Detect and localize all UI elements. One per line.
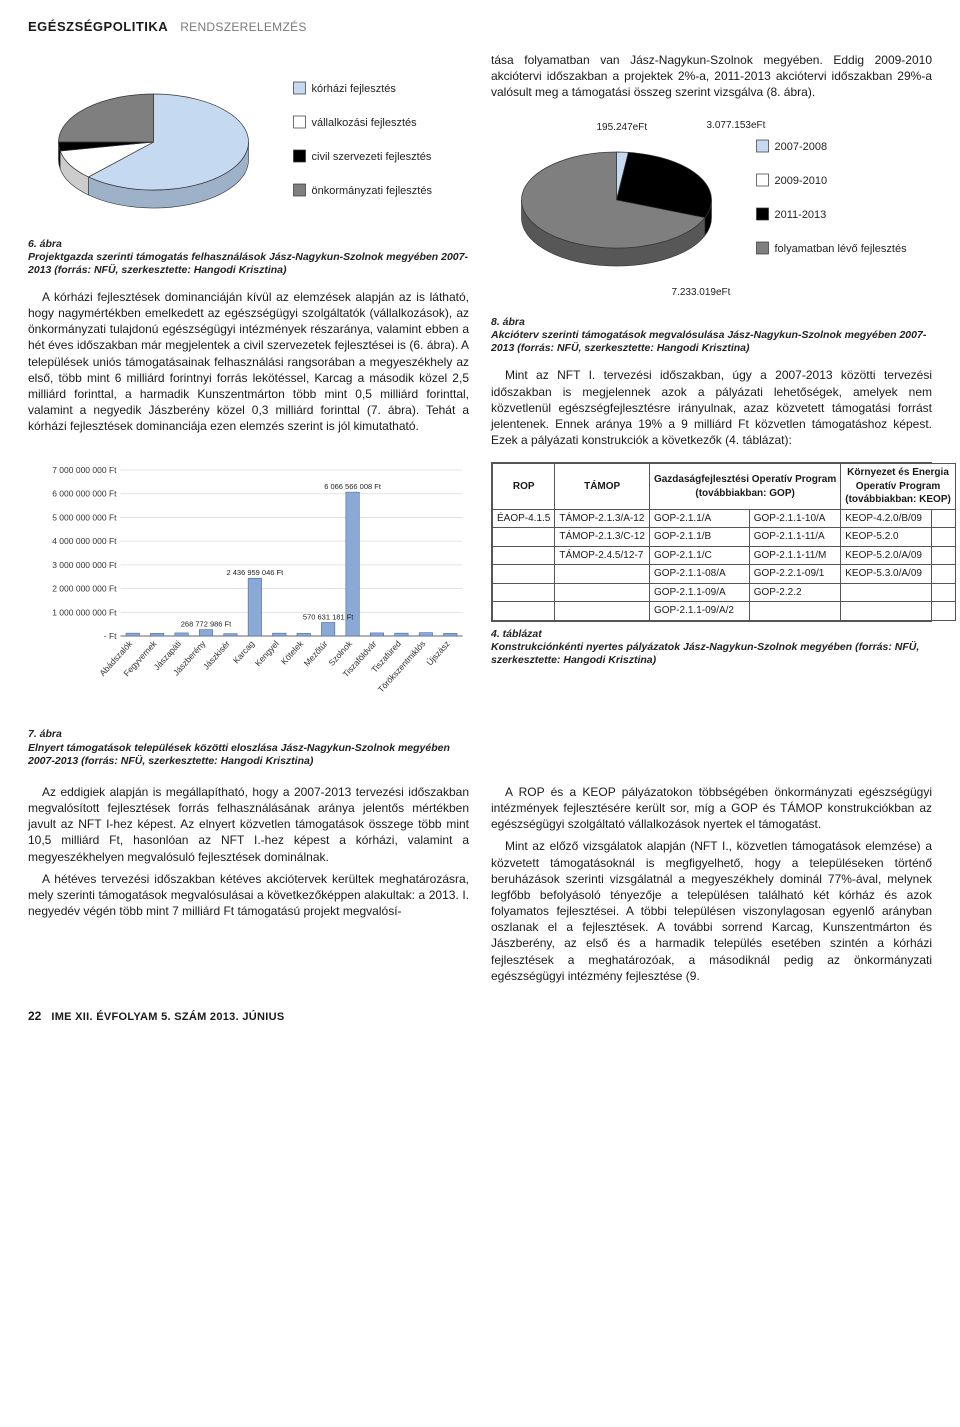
svg-text:Jászkisér: Jászkisér xyxy=(201,639,232,672)
svg-text:2007-2008: 2007-2008 xyxy=(775,141,828,153)
figure-7-caption: 7. ábra Elnyert támogatások települések … xyxy=(28,728,469,767)
page-footer: 22 IME XII. ÉVFOLYAM 5. SZÁM 2013. JÚNIU… xyxy=(28,1008,932,1025)
svg-text:6 066 566 008 Ft: 6 066 566 008 Ft xyxy=(324,483,382,492)
svg-text:- Ft: - Ft xyxy=(104,631,117,641)
tbl4-cap-head: 4. táblázat xyxy=(491,628,542,640)
lower-right-p1: A ROP és a KEOP pályázatokon többségében… xyxy=(491,784,932,833)
header-subcategory: RENDSZERELEMZÉS xyxy=(180,19,307,35)
svg-text:570 631 181 Ft: 570 631 181 Ft xyxy=(303,613,354,622)
svg-text:3 000 000 000 Ft: 3 000 000 000 Ft xyxy=(52,560,117,570)
svg-text:2009-2010: 2009-2010 xyxy=(775,175,828,187)
fig6-cap-head: 6. ábra xyxy=(28,238,62,250)
svg-text:268 772 986 Ft: 268 772 986 Ft xyxy=(181,620,232,629)
svg-text:civil szervezeti fejlesztés: civil szervezeti fejlesztés xyxy=(312,151,432,163)
lower-left-column: Az eddigiek alapján is megállapítható, h… xyxy=(28,784,469,990)
svg-text:2011-2013: 2011-2013 xyxy=(775,209,827,221)
right-para-2: Mint az NFT I. tervezési időszakban, úgy… xyxy=(491,367,932,448)
svg-text:195.247eFt: 195.247eFt xyxy=(597,122,648,133)
fig7-cap-body: Elnyert támogatások települések közötti … xyxy=(28,742,450,767)
lower-columns: Az eddigiek alapján is megállapítható, h… xyxy=(28,784,932,990)
svg-text:kórházi fejlesztés: kórházi fejlesztés xyxy=(312,83,397,95)
page-header: EGÉSZSÉGPOLITIKA RENDSZERELEMZÉS xyxy=(28,18,932,36)
svg-text:5 000 000 000 Ft: 5 000 000 000 Ft xyxy=(52,513,117,523)
lower-left-p2: A hétéves tervezési időszakban kétéves a… xyxy=(28,871,469,920)
svg-text:Kengyel: Kengyel xyxy=(253,639,281,669)
svg-text:önkormányzati fejlesztés: önkormányzati fejlesztés xyxy=(312,185,433,197)
svg-text:3.077.153eFt: 3.077.153eFt xyxy=(707,120,766,131)
svg-text:7.233.019eFt: 7.233.019eFt xyxy=(672,287,731,298)
table-4-table: ROPTÁMOPGazdaságfejlesztési Operatív Pro… xyxy=(492,463,956,621)
fig6-cap-body: Projektgazda szerinti támogatás felhaszn… xyxy=(28,251,468,276)
lower-left-p1: Az eddigiek alapján is megállapítható, h… xyxy=(28,784,469,865)
bar7-chart: - Ft 1 000 000 000 Ft 2 000 000 000 Ft 3 00… xyxy=(28,462,469,722)
middle-columns: - Ft 1 000 000 000 Ft 2 000 000 000 Ft 3 00… xyxy=(28,462,932,779)
fig8-cap-head: 8. ábra xyxy=(491,316,525,328)
upper-columns: kórházi fejlesztés vállalkozási fejleszté… xyxy=(28,52,932,455)
svg-text:vállalkozási fejlesztés: vállalkozási fejlesztés xyxy=(312,117,418,129)
svg-text:6 000 000 000 Ft: 6 000 000 000 Ft xyxy=(52,489,117,499)
svg-text:4 000 000 000 Ft: 4 000 000 000 Ft xyxy=(52,537,117,547)
figure-7: - Ft 1 000 000 000 Ft 2 000 000 000 Ft 3 00… xyxy=(28,462,469,722)
table-4-caption: 4. táblázat Konstrukciónkénti nyertes pá… xyxy=(491,628,932,667)
fig8-cap-body: Akcióterv szerinti támogatások megvalósu… xyxy=(491,329,926,354)
svg-text:1 000 000 000 Ft: 1 000 000 000 Ft xyxy=(52,608,117,618)
svg-text:Újszász: Újszász xyxy=(424,639,451,668)
left-column: kórházi fejlesztés vállalkozási fejleszté… xyxy=(28,52,469,455)
pie8-chart: 2007-2008 2009-2010 2011-2013 folyamatban l… xyxy=(491,110,932,310)
left-para-1: A kórházi fejlesztések dominanciáján kív… xyxy=(28,289,469,435)
svg-text:Mezőtúr: Mezőtúr xyxy=(302,639,330,669)
mid-right-column: ROPTÁMOPGazdaságfejlesztési Operatív Pro… xyxy=(491,462,932,779)
tbl4-cap-body: Konstrukciónkénti nyertes pályázatok Jás… xyxy=(491,641,919,666)
svg-text:folyamatban lévő fejlesztés: folyamatban lévő fejlesztés xyxy=(775,243,908,255)
table-4: ROPTÁMOPGazdaságfejlesztési Operatív Pro… xyxy=(491,462,932,622)
pie6-chart: kórházi fejlesztés vállalkozási fejleszté… xyxy=(28,52,469,232)
page-number: 22 xyxy=(28,1008,41,1024)
figure-8-caption: 8. ábra Akcióterv szerinti támogatások m… xyxy=(491,316,932,355)
lower-right-p2: Mint az előző vizsgálatok alapján (NFT I… xyxy=(491,838,932,984)
right-column: tása folyamatban van Jász-Nagykun-Szolno… xyxy=(491,52,932,455)
fig7-cap-head: 7. ábra xyxy=(28,728,62,740)
mid-left-column: - Ft 1 000 000 000 Ft 2 000 000 000 Ft 3 00… xyxy=(28,462,469,779)
magazine-info: IME XII. ÉVFOLYAM 5. SZÁM 2013. JÚNIUS xyxy=(51,1010,284,1025)
figure-8: 2007-2008 2009-2010 2011-2013 folyamatban l… xyxy=(491,110,932,310)
right-intro: tása folyamatban van Jász-Nagykun-Szolno… xyxy=(491,52,932,101)
lower-right-column: A ROP és a KEOP pályázatokon többségében… xyxy=(491,784,932,990)
header-category: EGÉSZSÉGPOLITIKA xyxy=(28,18,168,36)
svg-text:7 000 000 000 Ft: 7 000 000 000 Ft xyxy=(52,465,117,475)
figure-6: kórházi fejlesztés vállalkozási fejleszté… xyxy=(28,52,469,232)
figure-6-caption: 6. ábra Projektgazda szerinti támogatás … xyxy=(28,238,469,277)
svg-text:2 436 959 046 Ft: 2 436 959 046 Ft xyxy=(226,569,284,578)
svg-text:2 000 000 000 Ft: 2 000 000 000 Ft xyxy=(52,584,117,594)
